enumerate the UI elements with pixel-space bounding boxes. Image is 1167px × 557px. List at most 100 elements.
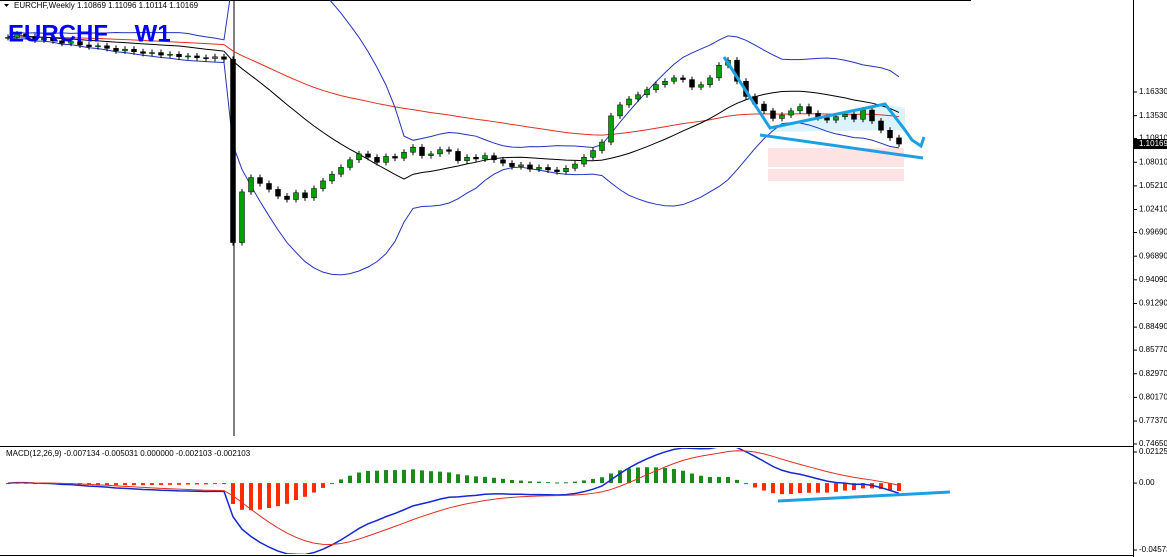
symbol-line: EURCHF,Weekly 1.10869 1.11096 1.10114 1.… (14, 1, 199, 10)
candle-body (608, 115, 614, 143)
candle-body (50, 37, 56, 41)
candle-body (446, 149, 452, 152)
candle-body (239, 191, 245, 243)
candle-body (896, 137, 902, 145)
price-label: 0.94090 (1139, 275, 1167, 284)
macd-histogram (618, 470, 622, 484)
candle-body (77, 41, 83, 46)
candle-body (707, 77, 713, 85)
macd-histogram (294, 483, 298, 501)
candle-body (689, 79, 695, 88)
candle-body (59, 40, 65, 44)
macd-histogram (474, 476, 478, 484)
macd-histogram (150, 483, 154, 486)
macd-histogram (627, 468, 631, 484)
macd-histogram (348, 475, 352, 484)
macd-histogram (159, 483, 163, 486)
macd-histogram (843, 483, 847, 491)
price-label: 1.13530 (1139, 111, 1167, 120)
candle-body (293, 192, 299, 200)
candle-body (347, 159, 353, 168)
macd-histogram (123, 483, 127, 486)
macd-histogram (528, 481, 532, 484)
candle-body (86, 44, 92, 47)
macd-histogram (204, 483, 208, 485)
price-label: 0.85770 (1139, 345, 1167, 354)
candle-body (221, 56, 227, 60)
candle-body (185, 55, 191, 58)
candle-body (14, 33, 20, 38)
macd-histogram (267, 483, 271, 509)
candle-body (5, 37, 11, 39)
candle-body (95, 45, 101, 48)
candle-body (491, 155, 497, 161)
macd-histogram (735, 479, 739, 484)
macd-histogram (537, 481, 541, 484)
candle-body (248, 177, 254, 193)
macd-histogram (708, 476, 712, 484)
candle-body (779, 114, 785, 119)
candle-body (563, 168, 569, 172)
macd-histogram (744, 483, 748, 485)
macd-histogram (807, 483, 811, 493)
macd-histogram (609, 473, 613, 484)
macd-histogram (510, 479, 514, 484)
macd-histogram (312, 483, 316, 493)
current-price-label: 1.10169 (1139, 139, 1167, 148)
candle-body (626, 98, 632, 106)
macd-histogram (762, 483, 766, 491)
macd-histogram (114, 483, 118, 486)
macd-histogram (6, 483, 10, 485)
macd-histogram (672, 469, 676, 484)
macd-histogram (771, 483, 775, 494)
candle-body (230, 59, 236, 243)
candle-body (68, 41, 74, 44)
candle-body (383, 156, 389, 163)
macd-histogram (132, 483, 136, 486)
candle-body (761, 103, 767, 112)
macd-histogram (834, 483, 838, 492)
macd-histogram (177, 483, 181, 485)
candle-body (194, 55, 200, 58)
candle-body (140, 51, 146, 54)
macd-histogram (303, 483, 307, 497)
dropdown-arrow (4, 4, 9, 7)
candle-body (356, 153, 362, 161)
macd-axis-label: 0.00 (1139, 478, 1155, 487)
macd-histogram (789, 483, 793, 494)
candle-body (437, 149, 443, 155)
macd-histogram (384, 470, 388, 484)
macd-histogram (366, 470, 370, 484)
candle-body (662, 81, 668, 85)
price-label: 1.16330 (1139, 87, 1167, 96)
macd-histogram (96, 483, 100, 485)
candle-body (554, 169, 560, 172)
macd-histogram (600, 477, 604, 484)
candle-body (419, 146, 425, 156)
macd-histogram (636, 467, 640, 484)
macd-axis-label: 0.02125 (1139, 447, 1167, 456)
price-label: 0.96890 (1139, 251, 1167, 260)
price-label: 0.80170 (1139, 392, 1167, 401)
macd-histogram (456, 474, 460, 484)
candle-body (617, 104, 623, 117)
macd-histogram (825, 483, 829, 493)
candle-body (275, 189, 281, 197)
macd-axis-label: -0.045732 (1139, 545, 1167, 554)
current-price-box (1134, 139, 1167, 150)
macd-histogram (141, 483, 145, 486)
candle-body (518, 164, 524, 167)
macd-histogram (816, 483, 820, 493)
price-label: 0.88490 (1139, 322, 1167, 331)
candle-body (590, 150, 596, 158)
macd-histogram (168, 483, 172, 485)
candle-body (599, 141, 605, 151)
candle-body (329, 173, 335, 182)
candle-body (878, 120, 884, 131)
macd-histogram (249, 483, 253, 511)
macd-histogram (411, 469, 415, 484)
candle-body (122, 48, 128, 52)
candle-body (653, 84, 659, 90)
candle-body (770, 110, 776, 119)
